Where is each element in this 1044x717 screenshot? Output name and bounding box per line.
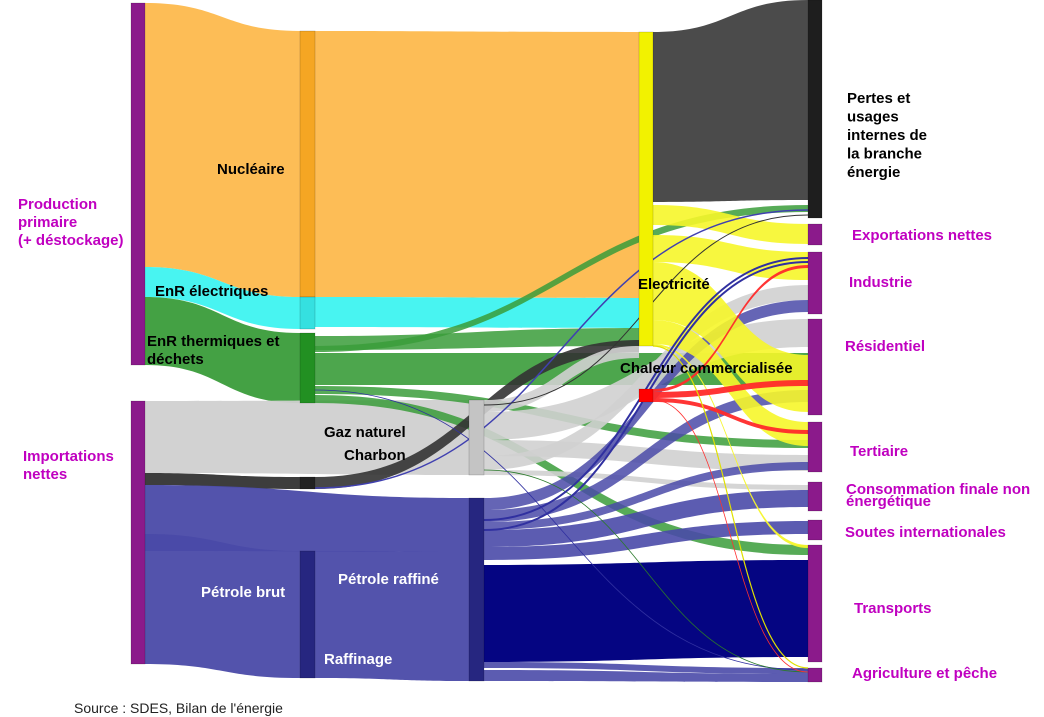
node-ind bbox=[807, 251, 823, 315]
link-praff-soutes bbox=[484, 521, 808, 560]
node-agri bbox=[807, 667, 823, 683]
label-chal: Chaleur commercialisée bbox=[620, 360, 793, 377]
label-raff: Raffinage bbox=[324, 651, 392, 668]
thin-link-1 bbox=[483, 469, 809, 673]
node-pbrut bbox=[299, 550, 316, 679]
node-transp bbox=[807, 544, 823, 663]
node-cfne bbox=[807, 481, 823, 512]
node-enrt bbox=[299, 332, 316, 404]
label-exp: Exportations nettes bbox=[852, 227, 992, 244]
node-enre bbox=[299, 296, 316, 330]
link-prod-enre bbox=[145, 267, 300, 329]
label-enre: EnR électriques bbox=[155, 283, 268, 300]
node-praff bbox=[468, 497, 485, 682]
link-elec-res bbox=[653, 262, 808, 412]
link-praff-agri bbox=[484, 662, 808, 674]
labels-layer: Production primaire (+ déstockage) Importat… bbox=[18, 90, 1030, 682]
link-praff-exp bbox=[484, 670, 808, 682]
node-gaz bbox=[468, 399, 485, 476]
label-elec: Electricité bbox=[638, 276, 710, 293]
label-soutes: Soutes internationales bbox=[845, 524, 1006, 541]
thin-link-3 bbox=[652, 399, 809, 673]
link-enre-elec bbox=[315, 297, 639, 328]
node-nuc bbox=[299, 30, 316, 298]
node-charb bbox=[299, 476, 316, 490]
label-transp: Transports bbox=[854, 600, 932, 617]
node-imp bbox=[130, 400, 146, 665]
link-gaz-elec bbox=[484, 346, 639, 412]
label-ter: Tertiaire bbox=[850, 443, 908, 460]
label-charb: Charbon bbox=[344, 447, 406, 464]
link-prod-enrt bbox=[145, 297, 300, 403]
link-chal-ind bbox=[653, 265, 808, 392]
label-pbrut: Pétrole brut bbox=[201, 584, 285, 601]
link-chal-ter bbox=[653, 398, 808, 434]
node-prod bbox=[130, 2, 146, 366]
link-imp-charb bbox=[145, 473, 300, 489]
link-imp-praff bbox=[145, 485, 469, 552]
node-soutes bbox=[807, 519, 823, 541]
links-layer bbox=[145, 0, 809, 682]
node-elec bbox=[638, 31, 654, 347]
node-ter bbox=[807, 421, 823, 473]
link-praff-ind bbox=[484, 300, 808, 510]
node-exp bbox=[807, 223, 823, 246]
link-gaz-ind bbox=[484, 285, 808, 470]
link-elec-transp bbox=[653, 344, 808, 548]
node-pertes bbox=[807, 0, 823, 219]
label-prod: Production primaire (+ déstockage) bbox=[18, 196, 123, 249]
link-chal-res bbox=[653, 380, 808, 398]
label-imp: Importations nettes bbox=[23, 448, 114, 483]
link-elec-exp bbox=[653, 205, 808, 244]
thin-link-2 bbox=[652, 345, 809, 669]
link-enrt-pertes bbox=[315, 205, 808, 352]
node-res bbox=[807, 318, 823, 416]
nodes-layer bbox=[130, 0, 823, 683]
label-res: Résidentiel bbox=[845, 338, 925, 355]
link-praff-res bbox=[484, 390, 808, 522]
link-nuc-elec bbox=[315, 31, 639, 298]
label-nuc: Nucléaire bbox=[217, 161, 285, 178]
link-imp-gaz bbox=[145, 400, 469, 475]
link-elec-ter bbox=[653, 320, 808, 446]
link-pbrut-praff bbox=[315, 551, 469, 681]
link-prod-nuc bbox=[145, 3, 300, 297]
label-gaz: Gaz naturel bbox=[324, 424, 406, 441]
thin-link-0 bbox=[314, 389, 809, 671]
node-chal bbox=[638, 388, 654, 403]
link-elec-pertes bbox=[653, 0, 808, 202]
label-agri: Agriculture et pêche bbox=[852, 665, 997, 682]
link-praff-transp bbox=[484, 560, 808, 662]
link-praff-ter bbox=[484, 462, 808, 530]
link-praff-cfne bbox=[484, 490, 808, 547]
thin-link-4 bbox=[314, 209, 809, 489]
source-note: Source : SDES, Bilan de l'énergie bbox=[74, 700, 283, 716]
label-ind: Industrie bbox=[849, 274, 912, 291]
link-gaz-cfne bbox=[484, 470, 808, 490]
label-praff: Pétrole raffiné bbox=[338, 571, 439, 588]
label-pertes: Pertes et usages internes de la branche éner… bbox=[847, 90, 927, 181]
label-cfne: Consommation finale non énergétique bbox=[846, 481, 1030, 510]
label-enrt: EnR thermiques et déchets bbox=[147, 333, 280, 368]
link-imp-pbrut bbox=[145, 534, 300, 678]
